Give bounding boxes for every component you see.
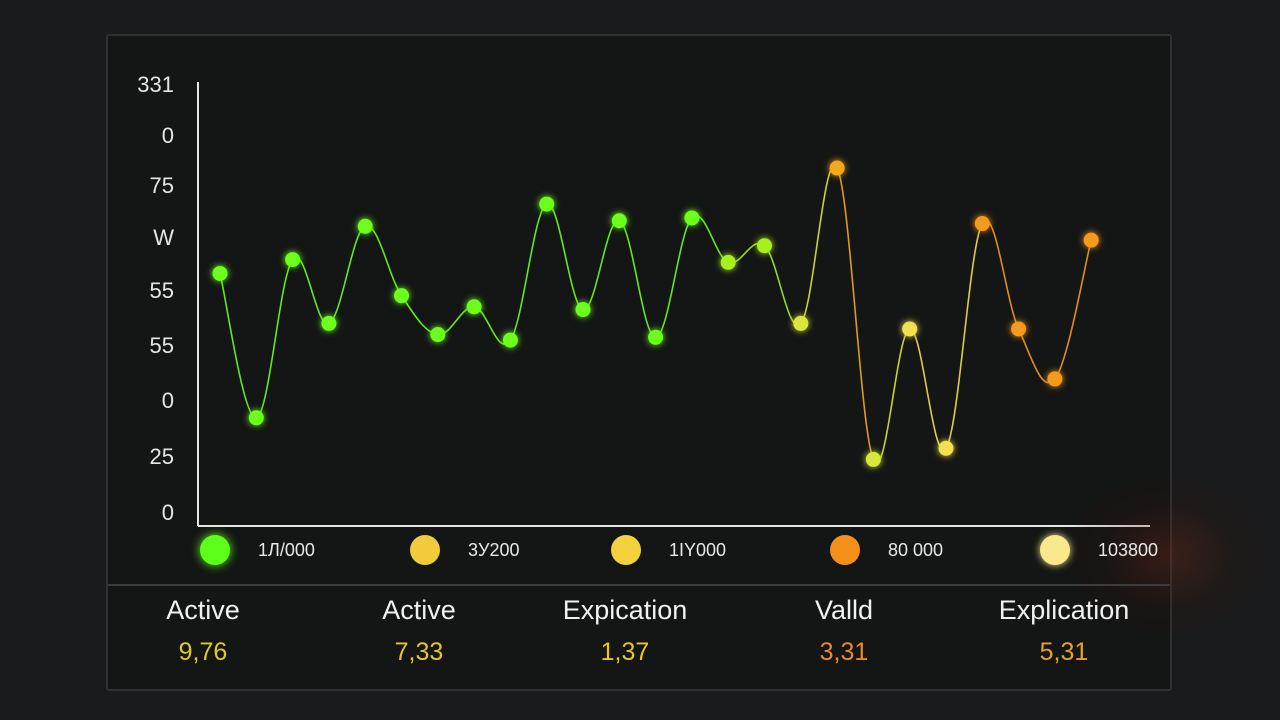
y-tick-label: 0 [161,388,174,413]
stat-card: Expication 1,37 [515,594,735,668]
legend-dot [830,535,860,565]
data-point [1083,232,1099,248]
data-point [430,327,446,343]
series-line-segment [291,256,330,325]
stat-card: Valld 3,31 [734,594,954,668]
legend-item: 1Л/000 [200,532,315,568]
data-point [466,299,482,315]
chart-panel: 0 25 0 55 55 W 75 0 331 1Л/000 3У200 1IY… [106,34,1268,691]
data-point [1011,321,1027,337]
legend-label: 1Л/000 [258,539,315,560]
data-point [793,315,809,331]
series-line-segment [364,225,403,297]
data-point [902,321,918,337]
line-chart [197,82,1150,527]
legend-dot [1040,535,1070,565]
legend-dot [410,535,440,565]
data-point [1047,371,1063,387]
stat-value: 7,33 [394,638,444,666]
data-point [974,216,990,232]
data-point [720,254,736,270]
data-point [394,288,409,304]
legend-dot [200,535,230,565]
series-line-segment [981,219,1020,330]
data-point [611,213,627,229]
y-tick-label: 55 [149,333,174,358]
data-point [684,210,700,226]
data-point [357,218,373,234]
stat-title: Active [166,595,240,625]
series-line-segment [400,295,438,336]
data-point [575,302,591,318]
stat-value: 9,76 [178,638,228,666]
stat-title: Active [382,595,456,625]
series-line-segment [509,203,548,341]
legend-item: 103800 [1040,532,1158,568]
y-tick-label: 331 [137,72,174,97]
data-point [285,252,301,268]
legend-label: 3У200 [468,539,520,560]
stat-card: Explication 5,31 [954,594,1174,668]
data-point [829,160,845,176]
legend-item: 80 000 [830,532,943,568]
data-point [648,329,664,345]
stat-title: Valld [814,595,874,625]
stat-value: 1,37 [600,638,650,666]
legend-dot [611,535,641,565]
data-point [212,265,228,281]
y-tick-label: W [153,225,174,250]
series-line-segment [582,219,620,311]
series-line-segment [219,273,258,419]
series-line-segment [945,223,984,449]
divider [108,584,1170,586]
data-point [938,440,954,456]
series-line-segment [655,217,693,339]
series-line-segment [328,225,366,325]
stat-value: 5,31 [1039,638,1089,666]
stat-card: Active 9,76 [93,594,313,668]
y-tick-label: 0 [161,500,174,525]
series-line-segment [763,245,802,326]
series-line-segment [545,203,584,311]
series-line-segment [1054,239,1092,380]
stat-title: Explication [998,595,1130,625]
data-point [539,196,555,212]
series-line-segment [872,328,911,464]
series-line-segment [908,328,947,451]
legend-item: 1IY000 [611,532,726,568]
series-line-segment [618,220,657,339]
series-line-segment [836,167,875,460]
data-point [321,315,337,331]
y-tick-label: 75 [149,173,174,198]
legend-label: 103800 [1098,539,1159,560]
y-tick-label: 55 [149,278,174,303]
data-point [757,238,772,254]
legend-label: 80 000 [888,539,944,560]
series-line-segment [800,164,838,324]
stat-title: Expication [562,595,688,625]
y-tick-label: 25 [149,444,174,469]
stat-value: 3,31 [819,638,869,666]
stat-card: Active 7,33 [309,594,529,668]
legend-item: 3У200 [410,532,519,568]
legend-label: 1IY000 [669,539,727,560]
series-line-segment [255,259,294,419]
data-point [248,410,264,426]
data-point [865,451,881,467]
y-tick-label: 0 [161,123,174,148]
data-point [502,332,518,348]
